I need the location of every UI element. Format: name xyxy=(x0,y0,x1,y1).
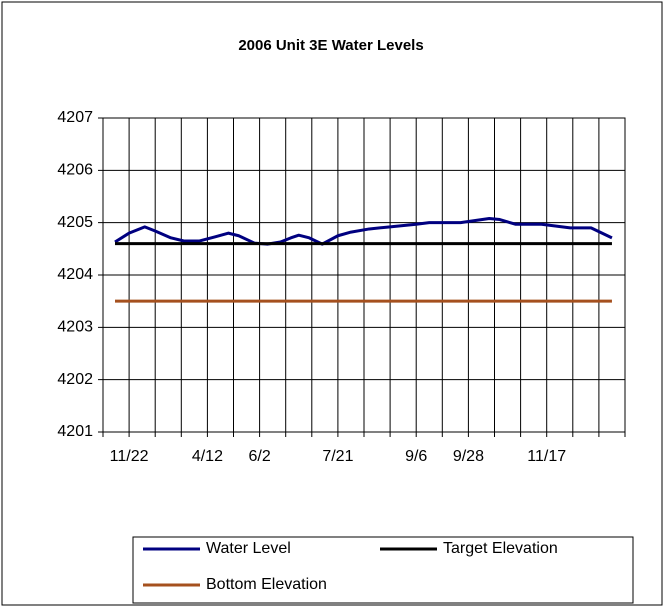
legend-label: Bottom Elevation xyxy=(206,576,327,593)
x-tick-label: 11/22 xyxy=(110,448,149,465)
plot-border xyxy=(102,117,626,433)
x-tick-label: 9/28 xyxy=(453,448,484,465)
series-line xyxy=(114,216,613,246)
x-tick-label: 9/6 xyxy=(405,448,427,465)
y-tick-label: 4205 xyxy=(57,214,93,231)
x-tick-label: 4/12 xyxy=(192,448,223,465)
y-tick-label: 4206 xyxy=(57,162,93,179)
y-tick-label: 4207 xyxy=(57,109,93,126)
y-tick-label: 4203 xyxy=(57,319,93,336)
legend-label: Target Elevation xyxy=(443,540,558,557)
y-tick-label: 4202 xyxy=(57,371,93,388)
y-tick-label: 4201 xyxy=(57,423,93,440)
x-tick-label: 6/2 xyxy=(248,448,270,465)
chart-title: 2006 Unit 3E Water Levels xyxy=(238,37,423,54)
x-tick-label: 7/21 xyxy=(322,448,353,465)
y-tick-label: 4204 xyxy=(57,266,93,283)
x-tick-label: 11/17 xyxy=(527,448,566,465)
legend-label: Water Level xyxy=(206,540,291,557)
